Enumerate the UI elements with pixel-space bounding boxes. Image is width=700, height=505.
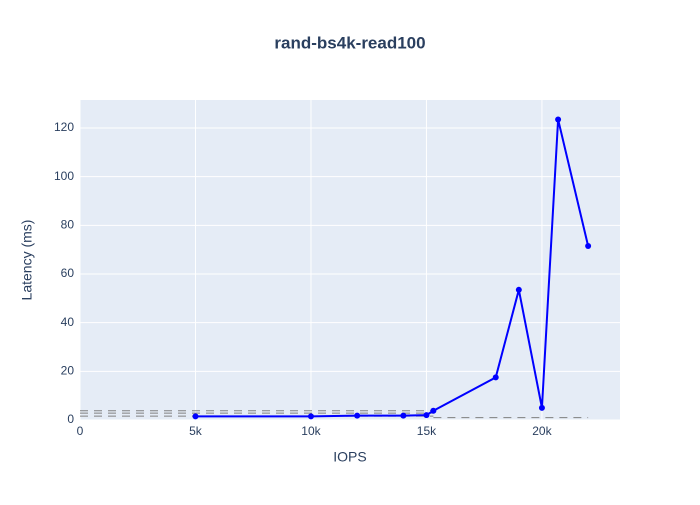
data-point xyxy=(430,407,437,414)
data-point xyxy=(400,412,407,419)
y-tick-label: 80 xyxy=(61,217,75,231)
data-point xyxy=(515,286,522,293)
y-tick-label: 0 xyxy=(67,412,74,426)
y-tick-label: 20 xyxy=(61,364,75,378)
x-tick-label: 0 xyxy=(77,424,84,438)
data-point xyxy=(555,116,562,123)
data-point xyxy=(307,413,314,420)
chart-title: rand-bs4k-read100 xyxy=(274,33,425,52)
y-tick-label: 100 xyxy=(54,169,74,183)
y-tick-label: 40 xyxy=(61,315,75,329)
data-point xyxy=(585,243,592,250)
data-point xyxy=(538,404,545,411)
x-tick-label: 15k xyxy=(417,424,437,438)
data-point xyxy=(354,412,361,419)
x-tick-label: 20k xyxy=(532,424,552,438)
x-axis-title: IOPS xyxy=(333,449,366,465)
data-point xyxy=(192,413,199,420)
data-point xyxy=(423,412,430,419)
y-tick-label: 120 xyxy=(54,120,74,134)
data-point xyxy=(492,374,499,381)
plot-area xyxy=(80,100,620,420)
x-tick-label: 5k xyxy=(189,424,203,438)
y-tick-label: 60 xyxy=(61,266,75,280)
y-axis-title: Latency (ms) xyxy=(19,220,35,301)
x-tick-label: 10k xyxy=(301,424,321,438)
